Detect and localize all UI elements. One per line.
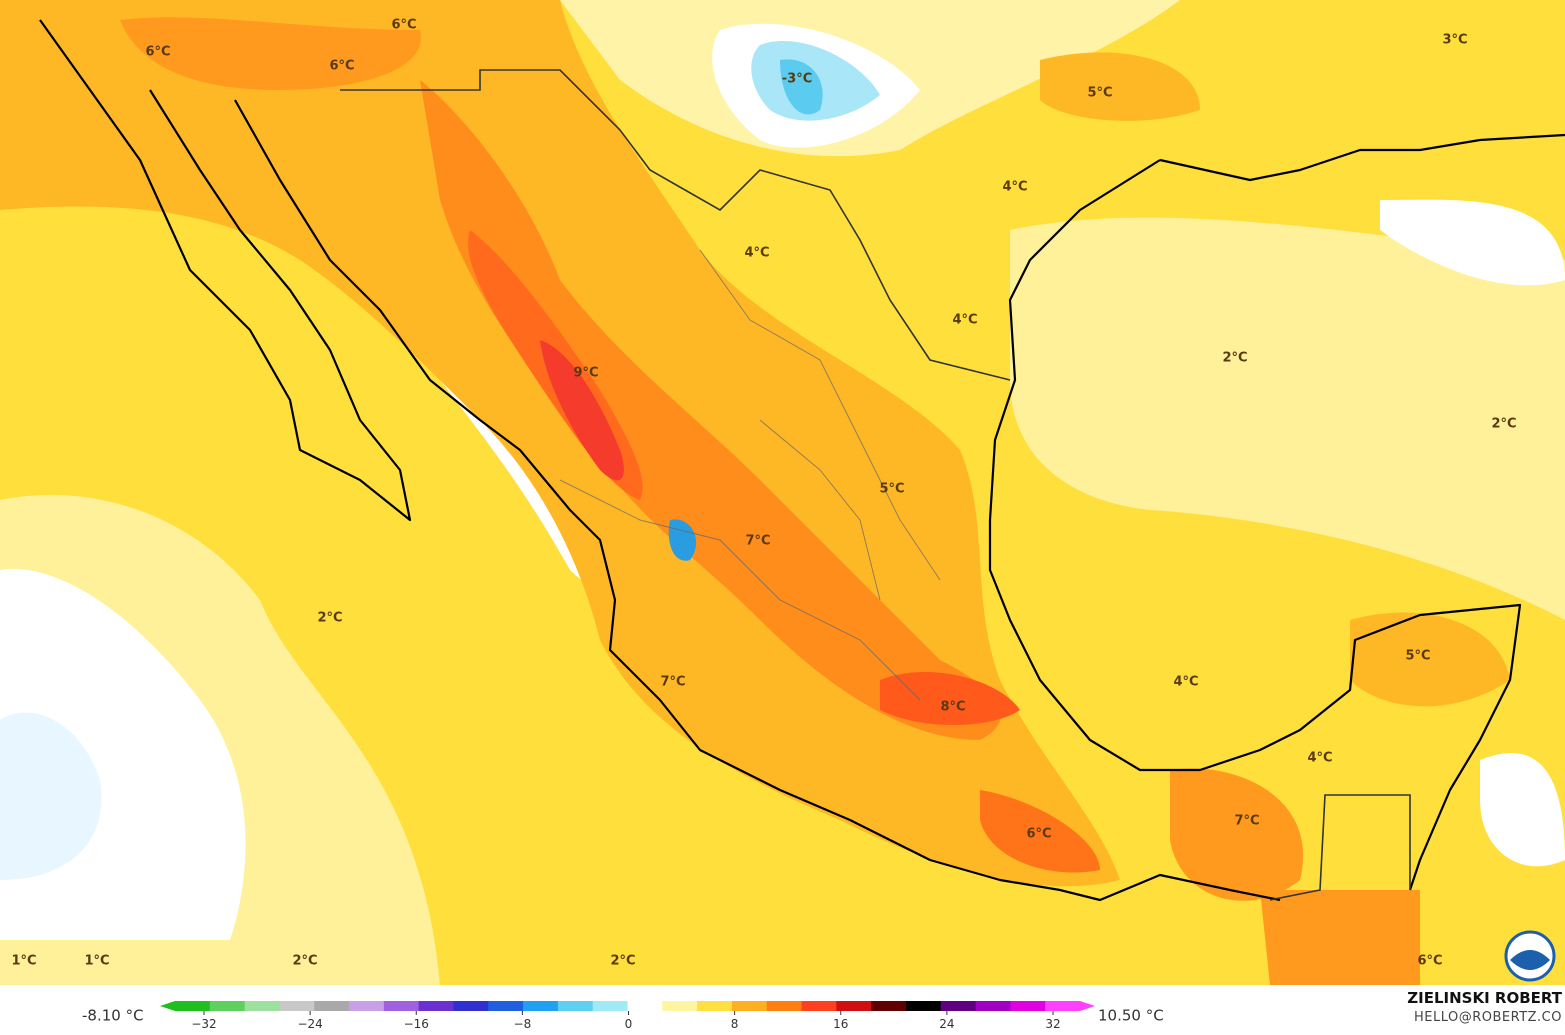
colorbar-segment (905, 1001, 942, 1011)
colorbar-segment (766, 1001, 803, 1011)
colorbar-segment (279, 1001, 315, 1011)
temperature-label: 4°C (1002, 180, 1027, 195)
temperature-label: 5°C (879, 482, 904, 497)
colorbar-segment (383, 1001, 420, 1011)
colorbar-segment (523, 1001, 559, 1011)
temperature-label: 4°C (952, 313, 977, 328)
temperature-label: 2°C (1491, 417, 1516, 432)
temperature-label: 2°C (317, 611, 342, 626)
colorbar-segment (731, 1001, 768, 1011)
temperature-label: 2°C (1222, 351, 1247, 366)
colorbar-max: 10.50 °C (1098, 1007, 1164, 1025)
credit-contact: HELLO@ROBERTZ.CO (1414, 1010, 1562, 1025)
colorbar-segment (1045, 1001, 1081, 1011)
temperature-label: 3°C (1442, 33, 1467, 48)
temperature-label: 6°C (391, 18, 416, 33)
colorbar: -8.10 °C 10.50 °C −32 −24 −16 −8 0 8 16 24 32 (82, 1001, 1164, 1031)
temperature-label: 4°C (744, 246, 769, 261)
colorbar-segment (801, 1001, 837, 1011)
colorbar-segment (209, 1001, 246, 1011)
colorbar-segment (175, 1001, 211, 1011)
temperature-label: 6°C (329, 59, 354, 74)
colorbar-tick-label: −24 (297, 1017, 322, 1031)
colorbar-segment (627, 1001, 663, 1011)
temperature-label: 7°C (745, 534, 770, 549)
temperature-label: 5°C (1087, 86, 1112, 101)
temperature-label: 8°C (940, 700, 965, 715)
colorbar-segment (418, 1001, 454, 1011)
temperature-label: 6°C (1026, 827, 1051, 842)
colorbar-min: -8.10 °C (82, 1007, 144, 1025)
temperature-label: 1°C (11, 954, 36, 969)
colorbar-segment (975, 1001, 1011, 1011)
temperature-labels: 6°C 6°C 6°C -3°C 3°C 5°C 4°C 4°C 4°C 2°C 9°C 2°C 5°C… (11, 18, 1516, 969)
colorbar-segment (1010, 1001, 1046, 1011)
colorbar-segment (940, 1001, 977, 1011)
colorbar-segment (662, 1001, 698, 1011)
borders (340, 69, 1411, 901)
colorbar-tick-label: −32 (191, 1017, 216, 1031)
colorbar-segment (697, 1001, 733, 1011)
temperature-label: 2°C (292, 954, 317, 969)
colorbar-segment (349, 1001, 385, 1011)
colorbar-segment (557, 1001, 594, 1011)
temperature-label: 4°C (1173, 675, 1198, 690)
temperature-label: 2°C (610, 954, 635, 969)
states (559, 249, 941, 701)
temperature-label: 6°C (1417, 954, 1442, 969)
colorbar-segment (836, 1001, 872, 1011)
map-fill (0, 0, 1565, 985)
temperature-label: 4°C (1307, 751, 1332, 766)
colorbar-tick-label: −8 (514, 1017, 532, 1031)
colorbar-right-tip (1080, 1001, 1095, 1011)
temperature-label: 7°C (1234, 814, 1259, 829)
temperature-label: 9°C (573, 366, 598, 381)
colorbar-segment (871, 1001, 907, 1011)
temperature-label: 1°C (84, 954, 109, 969)
credit-author: ZIELINSKI ROBERT (1407, 989, 1562, 1007)
temperature-label: 7°C (660, 675, 685, 690)
coastlines (39, 19, 1565, 902)
colorbar-left-tip (160, 1001, 175, 1011)
colorbar-tick-label: 24 (939, 1017, 954, 1031)
temperature-label: 6°C (145, 45, 170, 60)
colorbar-tick-label: 32 (1045, 1017, 1060, 1031)
colorbar-segment (314, 1001, 350, 1011)
colorbar-tick-label: −16 (404, 1017, 429, 1031)
colorbar-tick-label: 8 (731, 1017, 739, 1031)
colorbar-tick-label: 0 (625, 1017, 633, 1031)
colorbar-segment (592, 1001, 628, 1011)
colorbar-tick-label: 16 (833, 1017, 848, 1031)
temperature-label: -3°C (782, 72, 812, 87)
colorbar-segment (488, 1001, 524, 1011)
colorbar-segment (453, 1001, 489, 1011)
colorbar-segment (244, 1001, 280, 1011)
temperature-label: 5°C (1405, 649, 1430, 664)
